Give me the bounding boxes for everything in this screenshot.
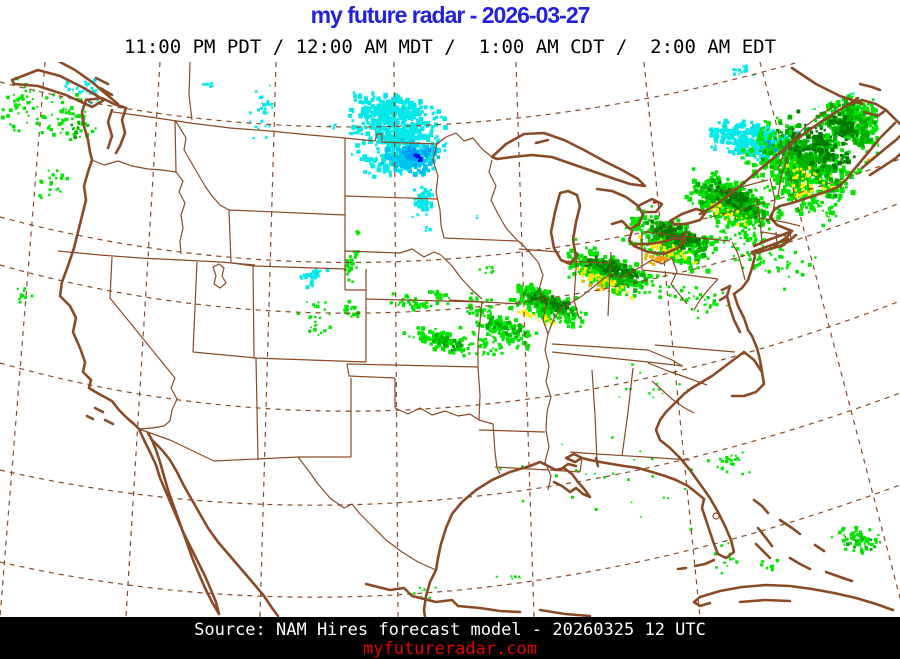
footer-bar: Source: NAM Hires forecast model - 20260… — [0, 617, 900, 659]
page-title: my future radar - 2026-03-27 — [310, 2, 591, 28]
source-model-line: Source: NAM Hires forecast model - 20260… — [194, 620, 706, 640]
coastlines — [10, 62, 900, 617]
website-link[interactable]: myfutureradar.com — [363, 639, 537, 659]
valid-time-line: 11:00 PM PDT / 12:00 AM MDT / 1:00 AM CD… — [123, 36, 777, 58]
lake-okeechobee — [712, 512, 720, 520]
latlon-grid — [0, 62, 900, 617]
state-borders — [57, 62, 835, 571]
